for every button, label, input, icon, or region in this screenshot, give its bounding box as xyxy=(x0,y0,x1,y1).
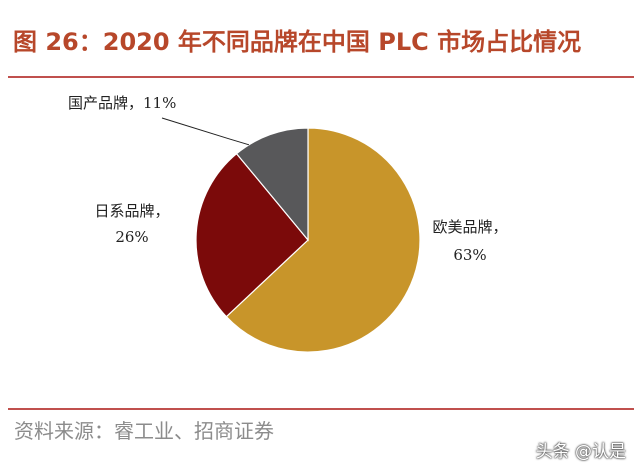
figure-title: 图 26：2020 年不同品牌在中国 PLC 市场占比情况 xyxy=(13,28,582,56)
title-divider xyxy=(8,76,634,78)
slice-labels: 欧美品牌， 63% 日系品牌， 26% 国产品牌，11% xyxy=(68,94,508,264)
pie-slice-2 xyxy=(195,152,309,318)
source-note: 资料来源：睿工业、招商证券 xyxy=(14,419,274,443)
slice-label-3: 国产品牌，11% xyxy=(68,94,176,112)
slice-value-label-2: 26% xyxy=(115,228,148,246)
source-divider xyxy=(8,408,634,410)
leader-lines xyxy=(161,117,250,146)
watermark: 头条 @认是 xyxy=(535,442,626,462)
slice-value-label-1: 63% xyxy=(453,246,486,264)
pie-slice-1 xyxy=(225,127,421,353)
slice-name-label-2: 日系品牌， xyxy=(94,202,169,220)
pie-slices xyxy=(195,127,421,353)
slice-name-label-1: 欧美品牌， xyxy=(432,218,507,236)
pie-slice-3 xyxy=(235,127,309,242)
leader-line-3 xyxy=(161,117,250,146)
